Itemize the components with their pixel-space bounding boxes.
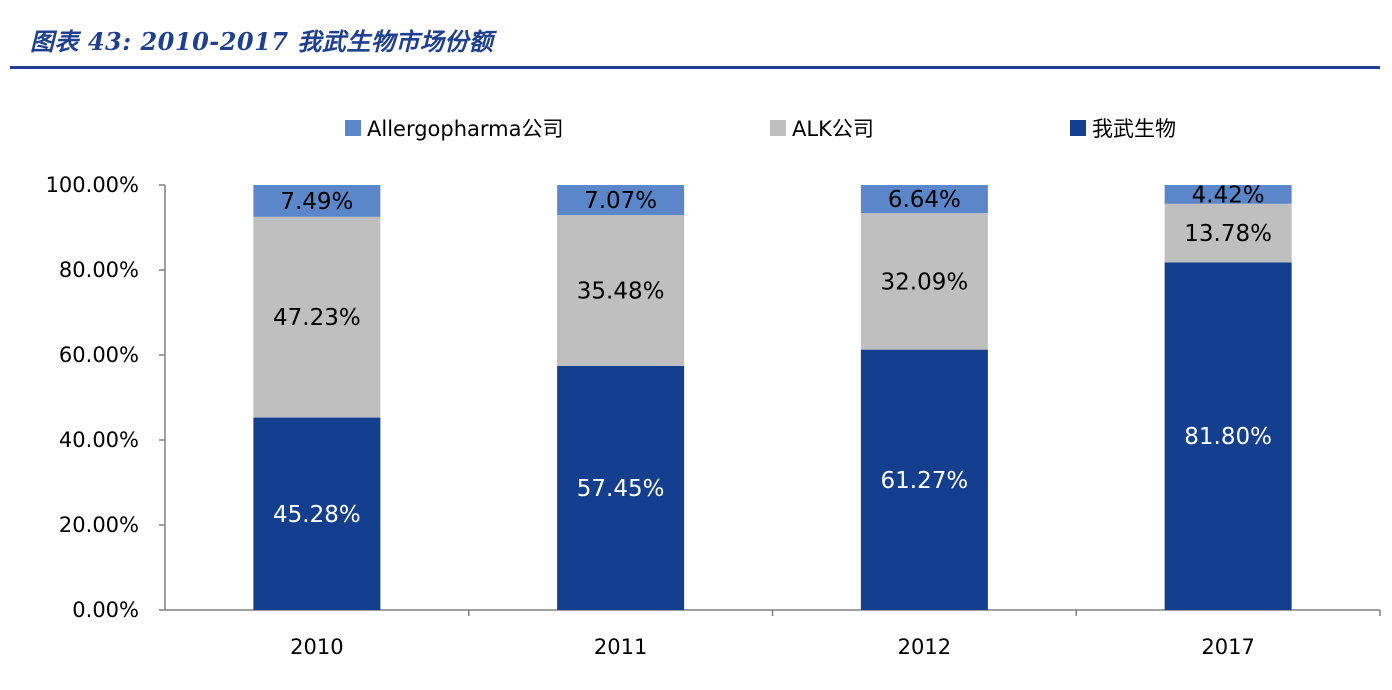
bar-segment [1164, 262, 1292, 610]
x-tick-label: 2012 [898, 635, 951, 659]
legend-label: Allergopharma公司 [367, 117, 564, 141]
y-tick-label: 100.00% [46, 173, 139, 197]
figure-title: 图表 43: 2010-2017 我武生物市场份额 [30, 27, 494, 56]
bar-segment [860, 349, 988, 610]
x-tick-label: 2017 [1201, 635, 1254, 659]
bar-segment [1164, 185, 1292, 204]
title-divider [10, 66, 1380, 69]
bar-segment [557, 215, 685, 366]
data-label: 6.64% [888, 187, 961, 213]
bar-segment [253, 216, 381, 418]
bar-segment [253, 417, 381, 610]
bar-segment [1164, 203, 1292, 263]
bar-segment [860, 185, 988, 214]
bar-segment [860, 213, 988, 350]
y-tick-label: 40.00% [59, 428, 139, 452]
data-label: 57.45% [577, 476, 665, 502]
data-label: 32.09% [881, 269, 969, 295]
data-label: 7.49% [280, 189, 353, 215]
legend-label: 我武生物 [1092, 117, 1176, 141]
legend-swatch [345, 120, 361, 136]
data-label: 45.28% [273, 502, 361, 528]
x-tick-label: 2011 [594, 635, 647, 659]
data-label: 13.78% [1184, 221, 1272, 247]
data-label: 7.07% [584, 188, 657, 214]
bar-segment [253, 185, 381, 217]
y-tick-label: 60.00% [59, 343, 139, 367]
y-tick-label: 20.00% [59, 513, 139, 537]
data-label: 47.23% [273, 305, 361, 331]
y-tick-label: 0.00% [72, 598, 139, 622]
data-label: 4.42% [1192, 182, 1265, 208]
x-tick-label: 2010 [290, 635, 343, 659]
data-label: 81.80% [1184, 424, 1272, 450]
legend-label: ALK公司 [792, 117, 874, 141]
y-tick-label: 80.00% [59, 258, 139, 282]
bar-segment [557, 365, 685, 610]
data-label: 35.48% [577, 278, 665, 304]
legend-swatch [770, 120, 786, 136]
bar-segment [557, 185, 685, 216]
legend-swatch [1070, 120, 1086, 136]
data-label: 61.27% [881, 468, 969, 494]
